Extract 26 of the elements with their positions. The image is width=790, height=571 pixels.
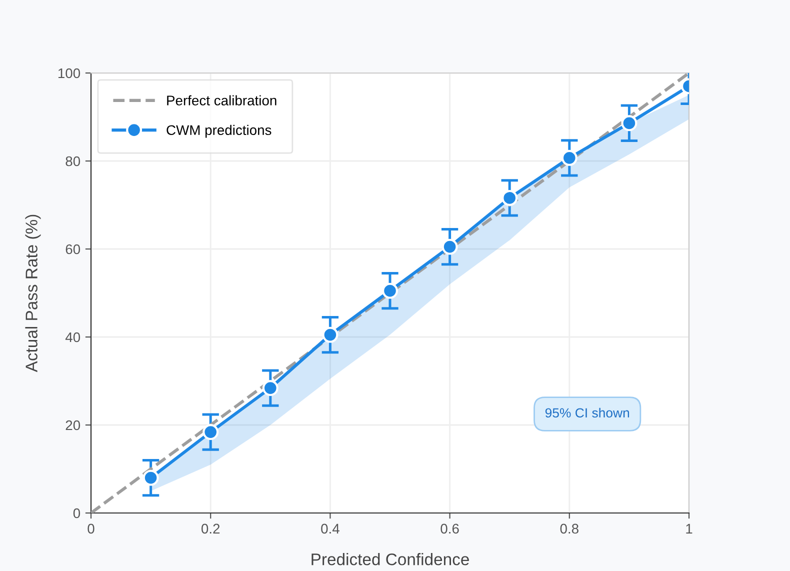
point (382, 282, 398, 299)
x-tick-label: 0.6 (440, 524, 459, 534)
point (621, 115, 638, 132)
x-tick-label: 1 (686, 524, 692, 534)
point (322, 326, 338, 343)
x-axis-title: Predicted Confidence (312, 553, 469, 566)
point (262, 380, 278, 396)
y-tick-label: 80 (66, 156, 80, 166)
y-tick-label: 60 (66, 244, 80, 254)
y-tick-label: 0 (73, 508, 80, 518)
point (202, 424, 219, 440)
legend-label: Perfect calibration (167, 95, 276, 106)
y-tick-label: 40 (65, 332, 80, 342)
legend-label: CWM predictions (166, 124, 272, 138)
y-tick-label: 100 (58, 68, 80, 78)
point (561, 150, 578, 166)
y-axis-title: Actual Pass Rate (%) (25, 214, 41, 372)
x-tick-label: 0 (88, 524, 94, 534)
point (142, 470, 159, 486)
x-tick-label: 0.4 (321, 524, 340, 534)
point (442, 238, 458, 255)
y-tick-label: 20 (66, 420, 80, 430)
x-tick-label: 0.8 (560, 524, 578, 534)
point (502, 190, 518, 206)
annotation: 95% CI shown (545, 408, 630, 418)
x-tick-label: 0.2 (201, 524, 220, 534)
